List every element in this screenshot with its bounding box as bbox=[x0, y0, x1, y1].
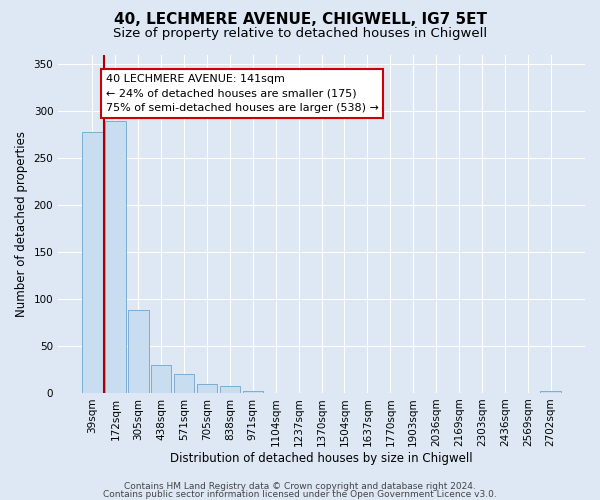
Bar bbox=[151, 364, 172, 393]
Bar bbox=[82, 132, 103, 393]
Bar bbox=[242, 391, 263, 393]
Bar bbox=[197, 384, 217, 393]
Text: Contains HM Land Registry data © Crown copyright and database right 2024.: Contains HM Land Registry data © Crown c… bbox=[124, 482, 476, 491]
Text: 40, LECHMERE AVENUE, CHIGWELL, IG7 5ET: 40, LECHMERE AVENUE, CHIGWELL, IG7 5ET bbox=[113, 12, 487, 28]
Bar bbox=[174, 374, 194, 393]
Bar bbox=[128, 310, 149, 393]
Y-axis label: Number of detached properties: Number of detached properties bbox=[15, 131, 28, 317]
Bar bbox=[105, 120, 125, 393]
Text: Contains public sector information licensed under the Open Government Licence v3: Contains public sector information licen… bbox=[103, 490, 497, 499]
Text: Size of property relative to detached houses in Chigwell: Size of property relative to detached ho… bbox=[113, 28, 487, 40]
Bar bbox=[220, 386, 240, 393]
Text: 40 LECHMERE AVENUE: 141sqm
← 24% of detached houses are smaller (175)
75% of sem: 40 LECHMERE AVENUE: 141sqm ← 24% of deta… bbox=[106, 74, 379, 114]
Bar bbox=[541, 391, 561, 393]
X-axis label: Distribution of detached houses by size in Chigwell: Distribution of detached houses by size … bbox=[170, 452, 473, 465]
